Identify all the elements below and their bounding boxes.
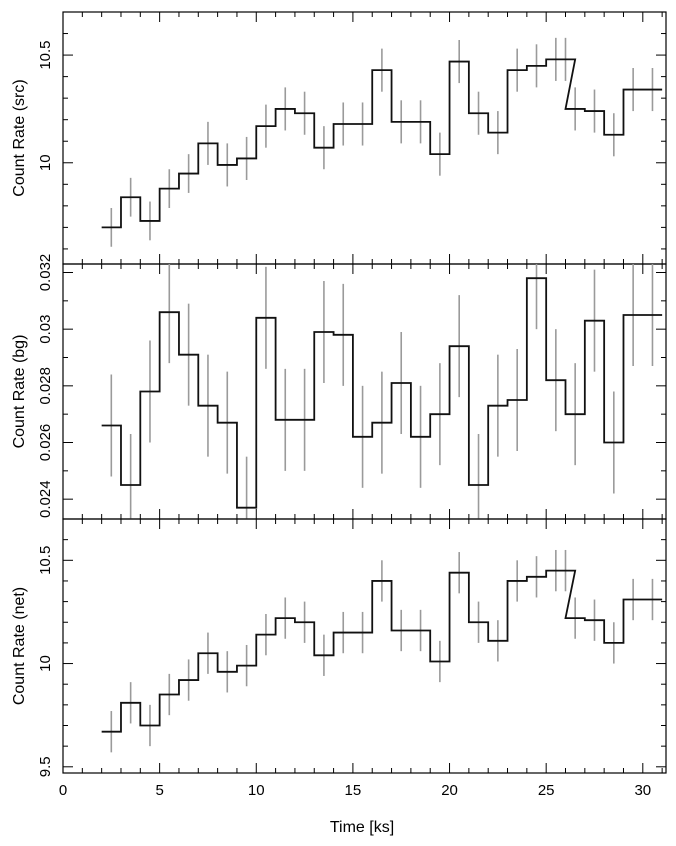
- y-tick-label: 10: [37, 154, 54, 171]
- rate-step-line: [101, 58, 663, 229]
- x-tick-label: 30: [634, 782, 651, 799]
- plot-frame: [62, 518, 667, 774]
- y-axis-label: Count Rate (bg): [11, 335, 28, 449]
- rate-step-line: [101, 277, 663, 509]
- y-axis-label: Count Rate (net): [11, 587, 28, 705]
- panel-3: 9.5 10 10.5 Count Rate (net) 0 5 10 15 20 25 30: [11, 518, 667, 799]
- y-tick-label: 0.024: [37, 480, 54, 518]
- y-axis-label: Count Rate (src): [11, 79, 28, 196]
- y-tick-label: 10.5: [37, 40, 54, 69]
- y-tick-label: 9.5: [37, 756, 54, 777]
- x-tick-label: 10: [248, 782, 265, 799]
- panel-1: 10 10.5 Count Rate (src): [11, 11, 667, 265]
- x-tick-label: 15: [345, 782, 362, 799]
- panel-2: 0.024 0.026 0.028 0.03 0.032 Count Rate (bg): [11, 254, 667, 520]
- y-tick-label: 10: [37, 655, 54, 672]
- y-tick-label: 0.026: [37, 424, 54, 462]
- y-tick-label: 0.028: [37, 367, 54, 405]
- y-tick-label: 0.032: [37, 254, 54, 292]
- y-tick-label: 0.03: [37, 315, 54, 344]
- y-tick-label: 10.5: [37, 546, 54, 575]
- x-axis-label: Time [ks]: [330, 819, 394, 836]
- x-tick-label: 0: [59, 782, 67, 799]
- rate-step-line: [101, 569, 663, 733]
- x-tick-label: 5: [155, 782, 163, 799]
- plot-frame: [62, 11, 667, 265]
- x-tick-label: 25: [538, 782, 555, 799]
- x-tick-label: 20: [441, 782, 458, 799]
